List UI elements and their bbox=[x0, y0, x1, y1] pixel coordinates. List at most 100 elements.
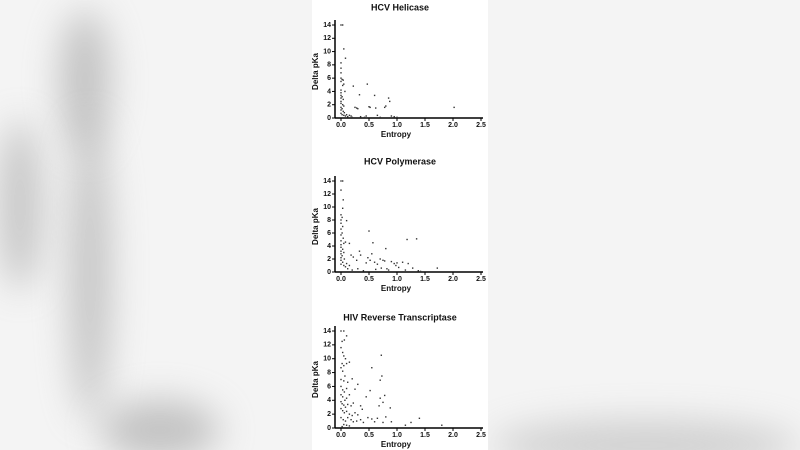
data-point bbox=[380, 354, 383, 356]
data-point bbox=[340, 109, 342, 111]
data-point bbox=[387, 97, 390, 99]
data-point bbox=[345, 410, 348, 413]
data-point bbox=[348, 425, 351, 427]
data-point bbox=[366, 83, 369, 85]
data-point bbox=[341, 104, 344, 106]
data-point bbox=[341, 255, 343, 257]
data-point bbox=[343, 264, 345, 267]
data-point bbox=[343, 48, 345, 50]
y-tick-label: 8 bbox=[327, 62, 331, 69]
data-point bbox=[340, 24, 342, 26]
data-point bbox=[341, 370, 344, 372]
data-point bbox=[340, 189, 342, 191]
data-point bbox=[380, 267, 383, 269]
data-point bbox=[436, 267, 439, 269]
data-point bbox=[355, 107, 358, 109]
data-point bbox=[341, 362, 343, 365]
data-point bbox=[354, 388, 356, 390]
x-tick-label: 0.5 bbox=[364, 122, 374, 129]
data-point bbox=[375, 107, 377, 109]
blur-shape bbox=[70, 120, 110, 420]
data-point bbox=[341, 84, 344, 87]
data-point bbox=[340, 219, 342, 221]
x-axis-label: Entropy bbox=[381, 284, 412, 293]
data-point bbox=[369, 106, 371, 109]
x-tick-label: 0.0 bbox=[336, 122, 346, 129]
data-point bbox=[359, 418, 362, 421]
data-point bbox=[376, 114, 379, 117]
data-point bbox=[390, 260, 393, 263]
data-point bbox=[372, 242, 374, 244]
data-point bbox=[352, 256, 355, 258]
data-point bbox=[376, 263, 379, 265]
data-point bbox=[404, 424, 407, 426]
data-point bbox=[359, 115, 362, 118]
data-point bbox=[344, 399, 346, 401]
data-point bbox=[347, 268, 349, 270]
data-point bbox=[410, 421, 412, 424]
data-point bbox=[371, 253, 373, 255]
data-point bbox=[340, 244, 342, 246]
data-point bbox=[357, 268, 359, 270]
data-point bbox=[342, 199, 344, 201]
y-axis-label: Delta pKa bbox=[311, 361, 320, 398]
data-point bbox=[352, 421, 355, 423]
data-point bbox=[382, 401, 384, 404]
x-tick-label: 2.0 bbox=[448, 276, 458, 283]
data-point bbox=[341, 232, 343, 234]
x-tick-label: 0.5 bbox=[364, 276, 374, 283]
data-point bbox=[341, 78, 343, 81]
data-point bbox=[344, 358, 347, 360]
data-point bbox=[344, 375, 346, 377]
data-point bbox=[340, 77, 342, 79]
data-point bbox=[340, 385, 342, 388]
data-point bbox=[340, 378, 342, 381]
data-point bbox=[351, 269, 353, 271]
data-point bbox=[411, 267, 414, 269]
data-point bbox=[359, 254, 362, 256]
data-point bbox=[343, 83, 345, 85]
data-point bbox=[373, 94, 376, 97]
data-point bbox=[351, 414, 353, 417]
data-point bbox=[382, 421, 384, 424]
data-point bbox=[340, 102, 342, 105]
x-axis-label: Entropy bbox=[381, 440, 412, 449]
data-point bbox=[352, 402, 355, 404]
data-point bbox=[347, 115, 349, 118]
data-point bbox=[407, 262, 409, 265]
y-tick-label: 6 bbox=[327, 75, 331, 82]
data-point bbox=[362, 421, 365, 424]
data-point bbox=[390, 115, 393, 117]
data-point bbox=[350, 418, 352, 421]
data-point bbox=[343, 251, 345, 254]
data-point bbox=[345, 113, 348, 116]
data-point bbox=[340, 89, 342, 91]
x-tick-label: 2.0 bbox=[448, 432, 458, 439]
data-point bbox=[340, 263, 342, 265]
y-tick-label: 14 bbox=[323, 328, 331, 335]
data-point bbox=[347, 403, 349, 406]
data-point bbox=[340, 407, 342, 410]
data-point bbox=[344, 406, 347, 408]
data-point bbox=[340, 92, 342, 94]
data-point bbox=[373, 421, 376, 423]
x-axis-label: Entropy bbox=[381, 130, 412, 139]
data-point bbox=[345, 262, 348, 265]
data-point bbox=[401, 261, 404, 263]
data-point bbox=[396, 116, 398, 119]
data-point bbox=[383, 260, 386, 262]
data-point bbox=[345, 387, 348, 390]
data-point bbox=[345, 424, 348, 426]
data-point bbox=[343, 423, 345, 426]
data-point bbox=[340, 416, 342, 419]
data-point bbox=[340, 394, 342, 396]
y-tick-label: 10 bbox=[323, 356, 331, 363]
data-point bbox=[383, 106, 386, 109]
data-point bbox=[344, 241, 347, 243]
data-point bbox=[385, 105, 387, 107]
data-point bbox=[393, 115, 395, 118]
data-point bbox=[347, 381, 349, 383]
data-point bbox=[383, 394, 386, 397]
data-point bbox=[358, 250, 361, 252]
data-point bbox=[418, 417, 421, 419]
